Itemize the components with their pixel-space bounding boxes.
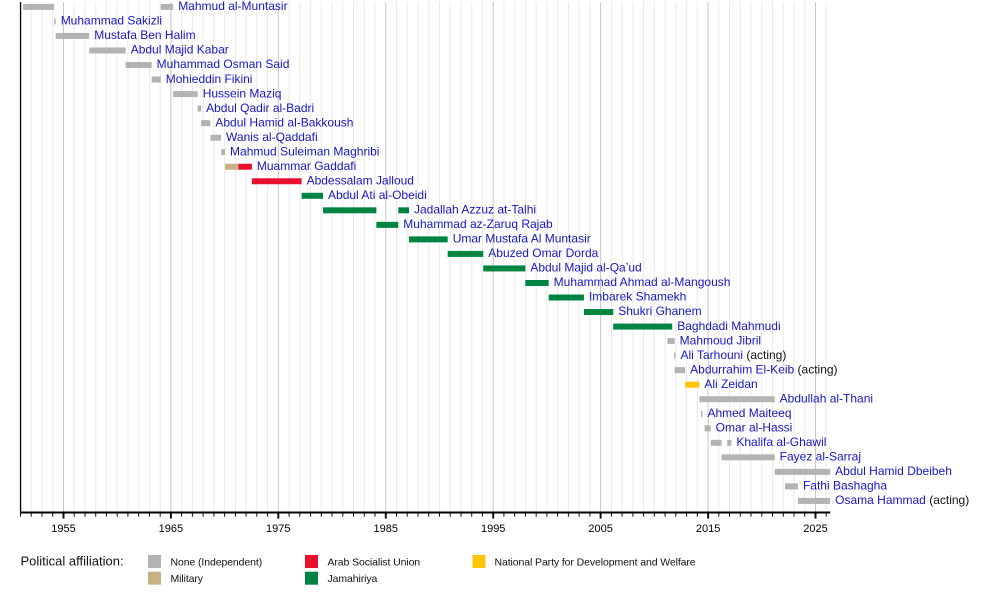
svg-text:Abdul Majid al-Qaʼud: Abdul Majid al-Qaʼud — [530, 261, 641, 275]
svg-text:Ahmed Maiteeq: Ahmed Maiteeq — [707, 406, 791, 420]
svg-text:Military: Military — [171, 573, 204, 585]
svg-text:Hussein Maziq: Hussein Maziq — [203, 86, 282, 100]
svg-text:Abdul Hamid al-Bakkoush: Abdul Hamid al-Bakkoush — [215, 115, 353, 129]
svg-text:None (Independent): None (Independent) — [171, 557, 263, 569]
svg-text:Abdullah al-Thani: Abdullah al-Thani — [780, 391, 873, 405]
svg-text:Baghdadi Mahmudi: Baghdadi Mahmudi — [677, 319, 780, 333]
svg-text:Muammar Gaddafi: Muammar Gaddafi — [257, 159, 356, 173]
svg-text:Osama Hammad (acting): Osama Hammad (acting) — [835, 493, 969, 507]
svg-text:Abdul Hamid Dbeibeh: Abdul Hamid Dbeibeh — [835, 464, 952, 478]
svg-text:1965: 1965 — [159, 523, 183, 535]
svg-text:2025: 2025 — [803, 523, 827, 535]
svg-text:Mustafa Ben Halim: Mustafa Ben Halim — [94, 28, 195, 42]
svg-text:Muhammad az-Zaruq Rajab: Muhammad az-Zaruq Rajab — [403, 217, 553, 231]
svg-text:Abuzed Omar Dorda: Abuzed Omar Dorda — [488, 246, 598, 260]
svg-text:Ali Zeidan: Ali Zeidan — [704, 377, 757, 391]
svg-text:1975: 1975 — [266, 523, 290, 535]
svg-text:Arab Socialist Union: Arab Socialist Union — [328, 557, 421, 569]
svg-text:2005: 2005 — [588, 523, 612, 535]
svg-text:Muhammad Osman Said: Muhammad Osman Said — [157, 57, 290, 71]
svg-text:Khalifa al-Ghawil: Khalifa al-Ghawil — [736, 435, 826, 449]
svg-text:Abdul Majid Kabar: Abdul Majid Kabar — [131, 43, 229, 57]
svg-text:Abdessalam Jalloud: Abdessalam Jalloud — [307, 173, 414, 187]
svg-text:Omar al-Hassi: Omar al-Hassi — [716, 420, 793, 434]
svg-text:1955: 1955 — [51, 523, 75, 535]
svg-text:Umar Mustafa Al Muntasir: Umar Mustafa Al Muntasir — [453, 232, 591, 246]
svg-text:Mohieddin Fikini: Mohieddin Fikini — [166, 72, 253, 86]
svg-text:National Party for Development: National Party for Development and Welfa… — [495, 557, 696, 569]
svg-text:Muhammad Sakizli: Muhammad Sakizli — [61, 14, 162, 28]
svg-text:Imbarek Shamekh: Imbarek Shamekh — [589, 290, 686, 304]
svg-text:Political affiliation:: Political affiliation: — [21, 554, 124, 569]
svg-text:Jamahiriya: Jamahiriya — [328, 573, 378, 585]
svg-text:Abdul Ati al-Obeidi: Abdul Ati al-Obeidi — [328, 188, 427, 202]
svg-text:Muhammad Ahmad al-Mangoush: Muhammad Ahmad al-Mangoush — [554, 275, 731, 289]
svg-text:2015: 2015 — [696, 523, 720, 535]
svg-text:Abdurrahim El-Keib (acting): Abdurrahim El-Keib (acting) — [690, 362, 837, 376]
svg-text:Mahmoud Jibril: Mahmoud Jibril — [680, 333, 761, 347]
svg-text:Mahmud al-Muntasir: Mahmud al-Muntasir — [178, 0, 287, 13]
svg-text:Wanis al-Qaddafi: Wanis al-Qaddafi — [226, 130, 318, 144]
svg-text:Fathi Bashagha: Fathi Bashagha — [803, 479, 887, 493]
svg-text:Mahmud Suleiman Maghribi: Mahmud Suleiman Maghribi — [230, 144, 379, 158]
svg-text:Shukri Ghanem: Shukri Ghanem — [618, 304, 701, 318]
svg-text:1995: 1995 — [481, 523, 505, 535]
svg-text:Abdul Qadir al-Badri: Abdul Qadir al-Badri — [206, 101, 314, 115]
svg-text:Ali Tarhouni (acting): Ali Tarhouni (acting) — [681, 348, 787, 362]
svg-text:Fayez al-Sarraj: Fayez al-Sarraj — [780, 450, 861, 464]
svg-text:Jadallah Azzuz at-Talhi: Jadallah Azzuz at-Talhi — [414, 203, 536, 217]
svg-text:1985: 1985 — [374, 523, 398, 535]
